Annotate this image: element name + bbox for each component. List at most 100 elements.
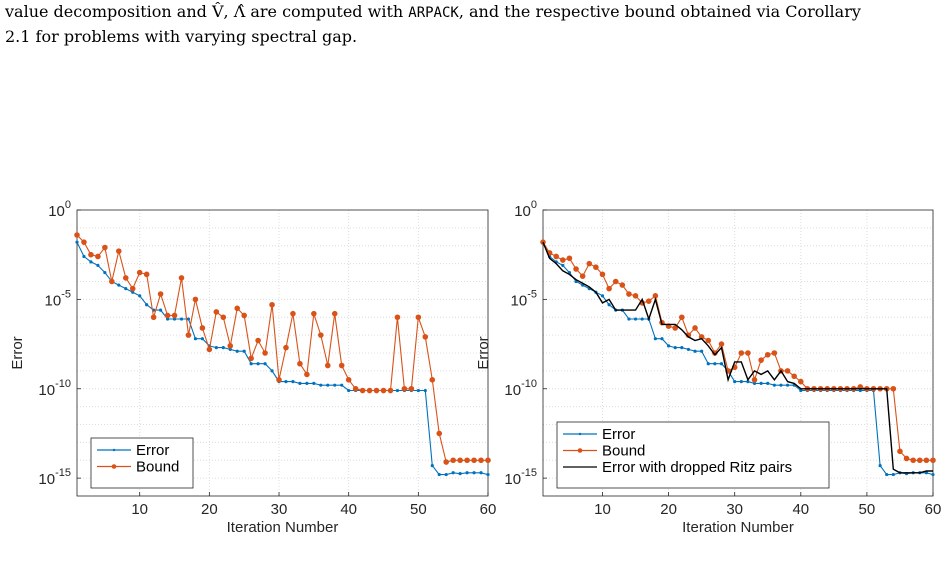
y-tick-label-base: 10 bbox=[514, 203, 531, 220]
data-point bbox=[672, 325, 679, 331]
data-point bbox=[276, 377, 282, 383]
data-point bbox=[429, 377, 436, 383]
data-point bbox=[791, 373, 797, 380]
data-point bbox=[733, 380, 737, 384]
y-tick-label-base: 10 bbox=[38, 471, 55, 488]
data-point bbox=[331, 310, 338, 317]
data-point bbox=[290, 310, 296, 317]
data-point bbox=[633, 317, 638, 321]
data-point bbox=[785, 383, 790, 387]
caption-line-1: value decomposition and V̂, Λ̂ are compu… bbox=[5, 0, 943, 25]
data-point bbox=[311, 310, 317, 317]
legend-marker bbox=[111, 464, 117, 469]
data-point bbox=[74, 232, 80, 238]
plot-area-border bbox=[542, 209, 934, 497]
y-tick-label-exponent: -10 bbox=[521, 378, 537, 390]
data-point bbox=[779, 383, 783, 387]
legend-label: Bound bbox=[136, 459, 179, 476]
x-tick-label: 50 bbox=[410, 501, 427, 518]
series-bound bbox=[74, 232, 491, 465]
y-tick-label: 10-10 bbox=[38, 378, 71, 399]
x-tick-label: 10 bbox=[131, 501, 148, 518]
plot-area-border bbox=[76, 209, 489, 497]
data-point bbox=[171, 312, 178, 319]
data-point bbox=[632, 293, 639, 299]
data-point bbox=[764, 351, 771, 358]
data-point bbox=[479, 471, 483, 475]
data-point bbox=[680, 346, 684, 350]
data-point bbox=[220, 314, 227, 321]
data-point bbox=[255, 337, 261, 344]
data-point bbox=[692, 325, 698, 331]
data-point bbox=[451, 471, 455, 475]
x-tick-label: 50 bbox=[859, 501, 876, 518]
data-point bbox=[745, 350, 751, 356]
data-point bbox=[82, 254, 86, 259]
series-line bbox=[76, 234, 488, 463]
data-point bbox=[214, 346, 218, 350]
legend-label: Bound bbox=[602, 443, 645, 460]
data-point bbox=[81, 239, 87, 245]
data-point bbox=[338, 362, 345, 369]
x-tick-label: 60 bbox=[480, 501, 497, 518]
legend-marker bbox=[578, 432, 582, 436]
data-point bbox=[235, 349, 239, 353]
data-point bbox=[185, 332, 192, 338]
data-point bbox=[619, 282, 626, 288]
data-point bbox=[234, 305, 241, 312]
data-point bbox=[283, 344, 289, 351]
y-tick-label-base: 10 bbox=[45, 292, 62, 309]
data-point bbox=[719, 362, 724, 366]
series-line bbox=[542, 241, 933, 474]
x-tick-label: 30 bbox=[271, 501, 288, 518]
data-point bbox=[95, 253, 101, 260]
caption-symbols: V̂, Λ̂ bbox=[211, 2, 246, 21]
data-point bbox=[573, 266, 579, 272]
data-point bbox=[319, 383, 323, 387]
data-point bbox=[88, 251, 94, 258]
data-point bbox=[561, 263, 565, 268]
data-point bbox=[408, 385, 415, 392]
data-point bbox=[248, 355, 254, 362]
data-point bbox=[415, 314, 422, 321]
data-point bbox=[923, 457, 930, 464]
data-point bbox=[75, 240, 79, 244]
data-point bbox=[752, 381, 757, 385]
caption-line-1-pre: value decomposition and bbox=[5, 2, 212, 21]
data-point bbox=[660, 337, 664, 341]
data-point bbox=[359, 387, 366, 394]
data-point bbox=[799, 388, 803, 393]
data-point bbox=[465, 471, 469, 475]
data-point bbox=[579, 273, 586, 279]
data-point bbox=[249, 362, 253, 366]
caption-line-1-mid: are computed with bbox=[245, 2, 409, 21]
data-point bbox=[324, 362, 331, 369]
data-point bbox=[89, 260, 93, 264]
data-point bbox=[606, 285, 612, 292]
legend-box bbox=[556, 421, 830, 489]
legend-marker bbox=[577, 448, 583, 453]
data-point bbox=[157, 291, 164, 297]
y-tick-label-exponent: -5 bbox=[61, 288, 71, 300]
data-point bbox=[192, 296, 199, 303]
data-point bbox=[158, 308, 163, 312]
data-point bbox=[143, 271, 150, 278]
data-point bbox=[766, 381, 770, 385]
data-point bbox=[193, 337, 198, 341]
data-point bbox=[284, 380, 288, 384]
y-tick-label-base: 10 bbox=[504, 471, 521, 488]
data-point bbox=[566, 255, 573, 262]
data-point bbox=[373, 387, 380, 394]
data-point bbox=[718, 341, 725, 347]
data-point bbox=[443, 459, 450, 465]
y-tick-label: 10-10 bbox=[504, 378, 537, 399]
data-point bbox=[593, 264, 599, 271]
data-point bbox=[109, 278, 115, 285]
data-point bbox=[666, 344, 671, 348]
data-point bbox=[164, 312, 171, 319]
series-error-with-dropped-ritz-pairs bbox=[542, 241, 933, 474]
x-tick-label: 30 bbox=[726, 501, 743, 518]
caption-code: ARPACK bbox=[408, 5, 459, 21]
data-point bbox=[673, 346, 677, 350]
